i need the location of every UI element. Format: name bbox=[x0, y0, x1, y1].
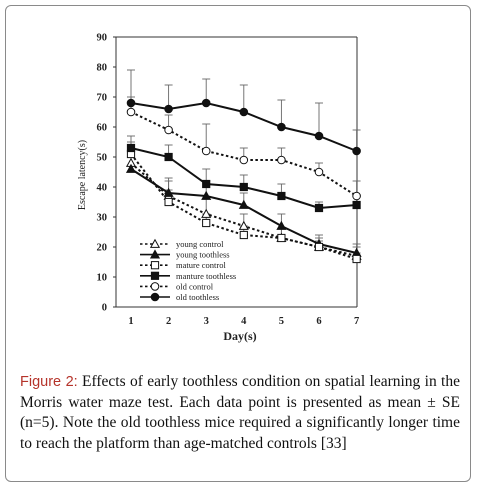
caption-text: Effects of early toothless condition on … bbox=[20, 373, 460, 452]
data-point bbox=[201, 190, 212, 200]
data-point bbox=[352, 200, 361, 210]
data-point bbox=[149, 249, 161, 259]
legend-entry-label: old toothless bbox=[176, 292, 219, 302]
legend-entry-label: old control bbox=[176, 281, 214, 291]
data-point bbox=[238, 199, 249, 209]
line-chart: 0 10 20 30 40 50 60 70 80 90 1 2 3 4 5 6 7 Escape laten… bbox=[77, 33, 362, 343]
data-point bbox=[239, 107, 249, 117]
data-point bbox=[314, 242, 324, 252]
x-tick-label: 2 bbox=[166, 316, 171, 327]
figure-caption: Figure 2: Effects of early toothless con… bbox=[20, 372, 460, 454]
data-point bbox=[164, 152, 173, 162]
series-markers bbox=[125, 98, 362, 264]
x-tick-label: 7 bbox=[354, 316, 359, 327]
data-point bbox=[238, 220, 249, 230]
y-tick-label: 30 bbox=[97, 213, 108, 224]
data-point bbox=[150, 261, 160, 270]
data-point bbox=[277, 155, 286, 165]
data-point bbox=[164, 197, 173, 207]
data-point bbox=[239, 230, 248, 240]
legend-entry-label: manture toothless bbox=[176, 271, 236, 281]
y-tick-label: 50 bbox=[97, 153, 108, 164]
data-point bbox=[164, 125, 173, 135]
y-tick-label: 10 bbox=[97, 273, 108, 284]
x-tick-label: 3 bbox=[204, 316, 209, 327]
y-tick-label: 80 bbox=[97, 63, 108, 74]
data-point bbox=[150, 292, 160, 302]
x-tick-label: 6 bbox=[316, 316, 321, 327]
y-tick-label: 60 bbox=[97, 123, 108, 134]
y-axis-label: Escape latency(s) bbox=[77, 140, 88, 210]
data-point bbox=[202, 218, 211, 228]
y-tick-label: 20 bbox=[97, 243, 108, 254]
data-point bbox=[277, 122, 286, 132]
y-tick-label: 70 bbox=[97, 93, 108, 104]
data-point bbox=[352, 191, 361, 201]
x-tick-label: 4 bbox=[241, 316, 247, 327]
data-point bbox=[239, 182, 248, 192]
figure-frame bbox=[5, 5, 471, 482]
legend-entry-label: young control bbox=[176, 239, 224, 249]
data-point bbox=[126, 98, 136, 108]
data-point bbox=[314, 203, 324, 213]
data-point bbox=[150, 282, 160, 291]
y-tick-label: 40 bbox=[97, 183, 108, 194]
chart-axes bbox=[113, 36, 358, 308]
data-point bbox=[202, 179, 211, 189]
data-point bbox=[163, 187, 174, 197]
data-point bbox=[277, 233, 286, 243]
legend-entry-label: young toothless bbox=[176, 250, 230, 260]
data-point bbox=[126, 143, 136, 153]
data-point bbox=[201, 98, 211, 108]
error-bars bbox=[127, 69, 361, 259]
x-tick-label: 1 bbox=[128, 316, 133, 327]
y-tick-label: 0 bbox=[102, 303, 107, 314]
data-point bbox=[201, 208, 212, 218]
y-tick-label: 90 bbox=[97, 33, 108, 44]
data-point bbox=[276, 220, 287, 230]
x-tick-labels: 1 2 3 4 5 6 7 bbox=[128, 316, 359, 327]
caption-label: Figure 2: bbox=[20, 374, 78, 390]
data-point bbox=[277, 191, 286, 201]
y-tick-labels: 0 10 20 30 40 50 60 70 80 90 bbox=[97, 33, 108, 314]
legend-entry-label: mature control bbox=[176, 260, 226, 270]
data-point bbox=[352, 146, 361, 156]
data-point bbox=[150, 271, 160, 280]
data-point bbox=[164, 104, 173, 114]
data-point bbox=[352, 254, 361, 264]
x-axis-label: Day(s) bbox=[223, 329, 256, 343]
x-tick-label: 5 bbox=[279, 316, 284, 327]
data-point bbox=[125, 163, 137, 173]
data-point bbox=[201, 146, 211, 156]
data-point bbox=[149, 238, 161, 248]
data-point bbox=[314, 131, 324, 141]
data-point bbox=[239, 155, 249, 165]
data-point bbox=[314, 167, 324, 177]
data-point bbox=[126, 107, 136, 117]
